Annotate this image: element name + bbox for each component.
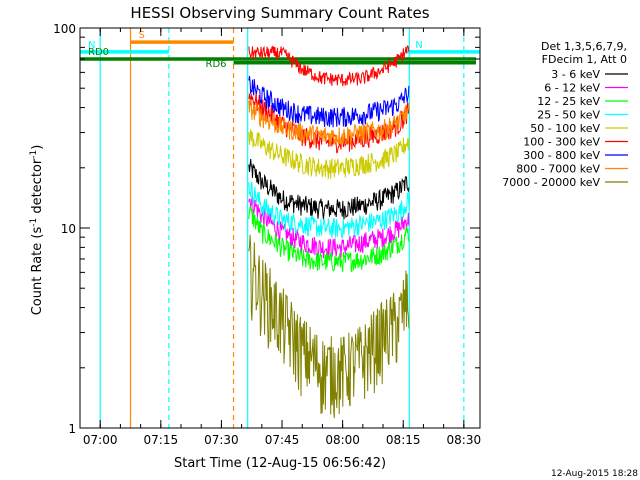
timestamp: 12-Aug-2015 18:28 [551, 469, 638, 479]
series-8-line [248, 234, 410, 419]
y-axis-label-sup1: -1 [29, 218, 39, 227]
series-2-line [248, 205, 410, 273]
annotation-label-2: RD0 [88, 47, 109, 58]
legend-label-3: 25 - 50 keV [537, 109, 600, 122]
legend-label-1: 6 - 12 keV [544, 82, 600, 95]
y-tick-label-2: 100 [53, 22, 76, 36]
y-axis-label: Count Rate (s-1 detector-1) [29, 145, 45, 316]
x-tick-label-6: 08:30 [447, 433, 482, 447]
annotation-label-0: S [139, 30, 145, 41]
annotation-label-3: RD6 [206, 59, 227, 70]
annotation-label-4: N [415, 40, 422, 51]
axis-ticks: 07:00 07:15 07:30 07:45 08:00 08:15 08:30 1 10 10… [53, 22, 481, 447]
series-6 [248, 75, 410, 128]
y-axis-label-mid: detector [30, 158, 45, 218]
legend-label-5: 100 - 300 keV [523, 136, 600, 149]
series-7-line [248, 99, 410, 147]
chart-title: HESSI Observing Summary Count Rates [130, 4, 429, 22]
legend-label-7: 800 - 7000 keV [516, 163, 600, 176]
legend-label-4: 50 - 100 keV [530, 122, 600, 135]
series-8 [248, 234, 410, 419]
series-3-line [248, 181, 410, 239]
y-tick-label-1: 10 [61, 222, 76, 236]
x-tick-label-2: 07:30 [204, 433, 239, 447]
y-axis-label-end: ) [30, 145, 45, 150]
legend-label-0: 3 - 6 keV [551, 68, 600, 81]
series-5 [248, 92, 410, 154]
series-1-line [248, 194, 410, 259]
legend-label-2: 12 - 25 keV [537, 95, 600, 108]
series-saa-red [248, 44, 410, 87]
series-7 [248, 99, 410, 147]
x-tick-label-3: 07:45 [265, 433, 300, 447]
legend-header-line-2: FDecim 1, Att 0 [542, 53, 627, 66]
annotation-label-1: N [88, 40, 95, 51]
legend-label-8: 7000 - 20000 keV [502, 176, 600, 189]
series-2 [248, 205, 410, 273]
x-tick-label-0: 07:00 [83, 433, 118, 447]
y-axis-label-sup2: -1 [29, 150, 39, 159]
y-tick-label-0: 1 [68, 422, 76, 436]
x-axis-label: Start Time (12-Aug-15 06:56:42) [174, 456, 386, 471]
x-tick-label-5: 08:15 [386, 433, 421, 447]
legend: Det 1,3,5,6,7,9, FDecim 1, Att 0 3 - 6 k… [502, 40, 628, 189]
legend-header-line-1: Det 1,3,5,6,7,9, [541, 40, 627, 53]
y-axis-label-main: Count Rate (s [30, 227, 45, 316]
series-1 [248, 194, 410, 259]
series-3 [248, 181, 410, 239]
series-0-line [248, 159, 410, 220]
series-4 [248, 129, 410, 179]
series-6-line [248, 75, 410, 128]
x-tick-label-4: 08:00 [325, 433, 360, 447]
series-saa-red-line [248, 44, 410, 87]
x-tick-label-1: 07:15 [144, 433, 179, 447]
series-4-line [248, 129, 410, 179]
series-5-line [248, 92, 410, 154]
legend-label-6: 300 - 800 keV [523, 149, 600, 162]
series-0 [248, 159, 410, 220]
series-layer [248, 44, 410, 419]
